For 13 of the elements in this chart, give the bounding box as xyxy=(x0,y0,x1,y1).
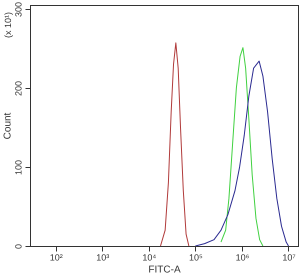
x-tick-label: 10⁶ xyxy=(236,252,250,262)
y-tick-label: 0 xyxy=(14,244,24,250)
y-axis-title: Count xyxy=(2,112,14,140)
x-tick-label: 10² xyxy=(50,252,63,262)
text: (x 10¹) xyxy=(3,12,13,38)
x-tick-label: 10⁷ xyxy=(282,252,296,262)
y-tick-label: 100 xyxy=(14,160,24,175)
x-tick-label: 10⁴ xyxy=(142,252,156,262)
x-axis-title: FITC-A xyxy=(148,264,181,275)
x-tick-label: 10⁵ xyxy=(189,252,204,262)
x-tick-label: 10³ xyxy=(96,252,110,262)
y-tick-label: 200 xyxy=(14,80,24,96)
y-tick-label: 300 xyxy=(14,2,24,17)
